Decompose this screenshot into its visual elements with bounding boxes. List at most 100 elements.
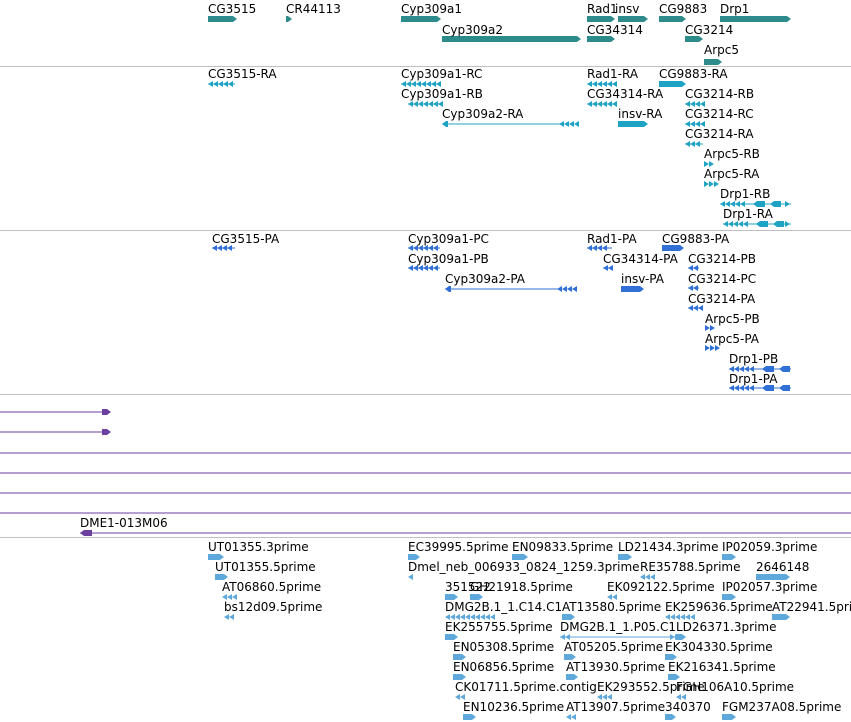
feature-chevron[interactable] (587, 101, 592, 107)
feature-chevron[interactable] (416, 81, 421, 87)
feature-chevron[interactable] (690, 121, 695, 127)
feature-label[interactable]: EN10236.5prime (463, 700, 565, 714)
feature-label[interactable]: Cyp309a1-PB (408, 252, 489, 266)
feature-label[interactable]: CG3515-PA (212, 232, 280, 246)
est-glyph[interactable] (665, 654, 677, 660)
feature-chevron[interactable] (743, 221, 748, 227)
est-chevron[interactable] (690, 614, 695, 620)
feature-chevron[interactable] (698, 305, 703, 311)
est-chevron[interactable] (645, 574, 650, 580)
feature-chevron[interactable] (688, 265, 693, 271)
est-chevron[interactable] (460, 694, 465, 700)
feature-chevron[interactable] (739, 385, 744, 391)
feature-chevron[interactable] (408, 101, 413, 107)
est-chevron[interactable] (560, 634, 565, 640)
feature-chevron[interactable] (406, 81, 411, 87)
feature-label[interactable]: Cyp309a1 (401, 2, 462, 16)
feature-chevron[interactable] (428, 245, 433, 251)
feature-label[interactable]: GH21918.5prime (470, 580, 573, 594)
est-glyph[interactable] (445, 594, 458, 600)
feature-chevron[interactable] (603, 265, 608, 271)
feature-chevron[interactable] (685, 101, 690, 107)
feature-chevron[interactable] (785, 385, 790, 391)
feature-label[interactable]: CG3515-RA (208, 67, 277, 81)
feature-chevron[interactable] (423, 265, 428, 271)
feature-chevron[interactable] (785, 221, 790, 227)
gene-glyph[interactable] (208, 16, 237, 22)
feature-label[interactable]: AT13907.5prime (566, 700, 666, 714)
feature-label[interactable]: Arpc5-RB (704, 147, 760, 161)
feature-chevron[interactable] (693, 285, 698, 291)
feature-label[interactable]: Rad1 (587, 2, 618, 16)
feature-chevron[interactable] (602, 101, 607, 107)
feature-label[interactable]: CR44113 (286, 2, 341, 16)
est-glyph[interactable] (668, 674, 680, 680)
feature-chevron[interactable] (433, 101, 438, 107)
est-chevron[interactable] (455, 694, 460, 700)
feature-label[interactable]: CG3515 (208, 2, 257, 16)
est-chevron[interactable] (445, 614, 450, 620)
feature-label[interactable]: Dmel_neb_006933_0824_1259.3prime (408, 560, 640, 574)
est-chevron[interactable] (675, 614, 680, 620)
feature-chevron[interactable] (418, 265, 423, 271)
feature-label[interactable]: Drp1-RB (720, 187, 771, 201)
feature-chevron[interactable] (431, 81, 436, 87)
est-chevron[interactable] (450, 614, 455, 620)
est-glyph[interactable] (665, 714, 676, 720)
feature-chevron[interactable] (700, 101, 705, 107)
feature-label[interactable]: CG34314 (587, 23, 643, 37)
feature-chevron[interactable] (411, 81, 416, 87)
feature-label[interactable]: EK216341.5prime (668, 660, 776, 674)
est-chevron[interactable] (670, 634, 675, 640)
feature-label[interactable]: Arpc5-PA (705, 332, 759, 346)
feature-chevron[interactable] (690, 101, 695, 107)
feature-chevron[interactable] (222, 245, 227, 251)
feature-chevron[interactable] (572, 286, 577, 292)
feature-chevron[interactable] (418, 245, 423, 251)
feature-label[interactable]: 340370 (665, 700, 711, 714)
clone-glyph[interactable] (102, 409, 111, 415)
feature-label[interactable]: EK293552.5prime (597, 680, 705, 694)
feature-chevron[interactable] (597, 81, 602, 87)
est-chevron[interactable] (408, 574, 413, 580)
feature-label[interactable]: EK255755.5prime (445, 620, 553, 634)
feature-chevron[interactable] (700, 121, 705, 127)
feature-chevron[interactable] (574, 121, 579, 127)
feature-label[interactable]: Drp1-RA (723, 207, 773, 221)
feature-label[interactable]: insv (615, 2, 640, 16)
feature-label[interactable]: FGH106A10.5prime (676, 680, 795, 694)
feature-label[interactable]: Arpc5-RA (704, 167, 760, 181)
feature-glyph[interactable] (621, 286, 644, 292)
feature-chevron[interactable] (228, 81, 233, 87)
feature-chevron[interactable] (607, 101, 612, 107)
feature-glyph[interactable] (773, 221, 784, 227)
est-glyph[interactable] (566, 674, 578, 680)
feature-label[interactable]: DMG2B.1_1.P05.C1 (560, 620, 676, 634)
feature-label[interactable]: CG3214-PC (688, 272, 757, 286)
feature-label[interactable]: DME1-013M06 (80, 516, 168, 530)
est-chevron[interactable] (681, 694, 686, 700)
feature-label[interactable]: EN05308.5prime (453, 640, 555, 654)
feature-chevron[interactable] (428, 101, 433, 107)
est-glyph[interactable] (208, 554, 224, 560)
feature-label[interactable]: Rad1-RA (587, 67, 639, 81)
est-chevron[interactable] (640, 574, 645, 580)
feature-chevron[interactable] (740, 201, 745, 207)
est-chevron[interactable] (565, 634, 570, 640)
feature-chevron[interactable] (744, 385, 749, 391)
feature-glyph[interactable] (762, 366, 774, 372)
feature-glyph[interactable] (762, 385, 774, 391)
feature-label[interactable]: Drp1 (720, 2, 750, 16)
feature-label[interactable]: CG3214-PB (688, 252, 757, 266)
feature-label[interactable]: Cyp309a1-PC (408, 232, 489, 246)
feature-chevron[interactable] (695, 141, 700, 147)
est-glyph[interactable] (722, 594, 736, 600)
feature-chevron[interactable] (690, 141, 695, 147)
feature-chevron[interactable] (709, 161, 714, 167)
feature-chevron[interactable] (723, 221, 728, 227)
est-glyph[interactable] (722, 714, 736, 720)
est-glyph[interactable] (453, 654, 466, 660)
est-glyph[interactable] (215, 574, 228, 580)
feature-label[interactable]: CG9883-PA (662, 232, 730, 246)
feature-chevron[interactable] (725, 201, 730, 207)
